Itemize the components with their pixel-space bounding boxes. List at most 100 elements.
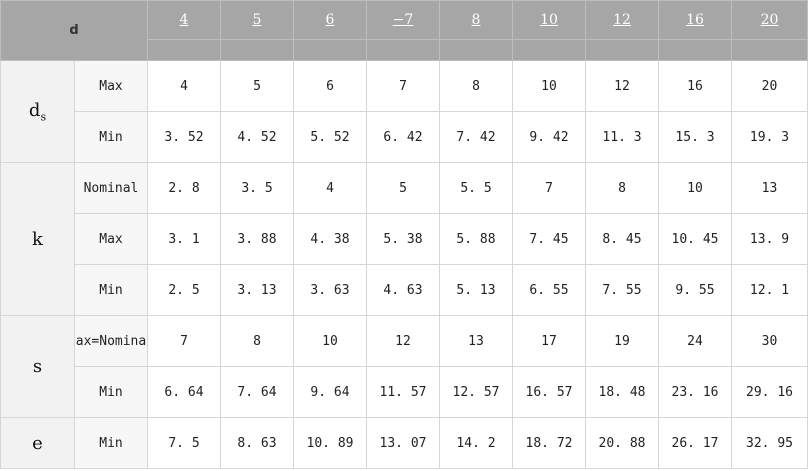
- row-label-max-nominal: ax=Nomina: [74, 315, 148, 367]
- row-label-nominal: Nominal: [74, 162, 148, 214]
- row-label-min: Min: [74, 417, 148, 469]
- header-blank-cell: [220, 39, 294, 61]
- value-cell: 6. 64: [147, 366, 221, 418]
- header-blank-cell: [731, 39, 808, 61]
- value-cell: 10: [512, 60, 586, 112]
- value-cell: 9. 64: [293, 366, 367, 418]
- value-cell: 19: [585, 315, 659, 367]
- header-size: 6: [293, 0, 367, 40]
- value-cell: 7: [147, 315, 221, 367]
- value-cell: 23. 16: [658, 366, 732, 418]
- table-row-k-min: Min 2. 5 3. 13 3. 63 4. 63 5. 13 6. 55 7…: [1, 264, 808, 316]
- value-cell: 7. 5: [147, 417, 221, 469]
- value-cell: 12. 57: [439, 366, 513, 418]
- value-cell: 3. 63: [293, 264, 367, 316]
- header-size: 4: [147, 0, 221, 40]
- value-cell: 6. 55: [512, 264, 586, 316]
- value-cell: 8: [220, 315, 294, 367]
- value-cell: 3. 5: [220, 162, 294, 214]
- value-cell: 4. 38: [293, 213, 367, 265]
- table-row-ds-max: ds Max 4 5 6 7 8 10 12 16 20: [0, 60, 808, 163]
- value-cell: 13: [439, 315, 513, 367]
- value-cell: 26. 17: [658, 417, 732, 469]
- value-cell: 2. 8: [147, 162, 221, 214]
- header-size: 20: [731, 0, 808, 40]
- row-label-min: Min: [74, 111, 148, 163]
- value-cell: 9. 55: [658, 264, 732, 316]
- row-label-max: Max: [74, 213, 148, 265]
- header-blank-cell: [366, 39, 440, 61]
- header-corner-d: d: [0, 0, 148, 61]
- value-cell: 4: [293, 162, 367, 214]
- table-row-ds-min: Min 3. 52 4. 52 5. 52 6. 42 7. 42 9. 42 …: [1, 111, 808, 163]
- header-size: 12: [585, 0, 659, 40]
- value-cell: 6: [293, 60, 367, 112]
- value-cell: 4. 63: [366, 264, 440, 316]
- header-blank-cell: [585, 39, 659, 61]
- table-row-k-max: Max 3. 1 3. 88 4. 38 5. 38 5. 88 7. 45 8…: [1, 213, 808, 265]
- header-size: 5: [220, 0, 294, 40]
- value-cell: 7: [512, 162, 586, 214]
- value-cell: 13. 07: [366, 417, 440, 469]
- row-label-min: Min: [74, 264, 148, 316]
- value-cell: 9. 42: [512, 111, 586, 163]
- value-cell: 10: [658, 162, 732, 214]
- row-label-max: Max: [74, 60, 148, 112]
- table-row-s-maxnom: s ax=Nomina 7 8 10 12 13 17 19 24 30: [0, 315, 808, 418]
- value-cell: 18. 72: [512, 417, 586, 469]
- header-size: 16: [658, 0, 732, 40]
- value-cell: 19. 3: [731, 111, 808, 163]
- value-cell: 3. 1: [147, 213, 221, 265]
- value-cell: 5. 13: [439, 264, 513, 316]
- value-cell: 3. 52: [147, 111, 221, 163]
- param-k-label: k: [0, 162, 75, 316]
- header-size: 10: [512, 0, 586, 40]
- param-ds-main: d: [28, 99, 41, 121]
- value-cell: 7: [366, 60, 440, 112]
- value-cell: 6. 42: [366, 111, 440, 163]
- value-cell: 18. 48: [585, 366, 659, 418]
- header-blank-cell: [439, 39, 513, 61]
- value-cell: 16. 57: [512, 366, 586, 418]
- value-cell: 8: [585, 162, 659, 214]
- value-cell: 3. 88: [220, 213, 294, 265]
- value-cell: 7. 42: [439, 111, 513, 163]
- value-cell: 5: [366, 162, 440, 214]
- value-cell: 29. 16: [731, 366, 808, 418]
- header-blank-cell: [147, 39, 221, 61]
- value-cell: 20. 88: [585, 417, 659, 469]
- value-cell: 5. 88: [439, 213, 513, 265]
- value-cell: 13. 9: [731, 213, 808, 265]
- param-e-label: e: [0, 417, 75, 469]
- param-ds-label: ds: [0, 60, 75, 163]
- header-subrow: [1, 39, 808, 61]
- value-cell: 30: [731, 315, 808, 367]
- value-cell: 32. 95: [731, 417, 808, 469]
- row-label-min: Min: [74, 366, 148, 418]
- param-ds-subscript: s: [40, 110, 47, 124]
- value-cell: 7. 45: [512, 213, 586, 265]
- value-cell: 24: [658, 315, 732, 367]
- value-cell: 5: [220, 60, 294, 112]
- value-cell: 10: [293, 315, 367, 367]
- value-cell: 5. 5: [439, 162, 513, 214]
- value-cell: 7. 64: [220, 366, 294, 418]
- value-cell: 20: [731, 60, 808, 112]
- header-size: −7: [366, 0, 440, 40]
- header-blank-cell: [658, 39, 732, 61]
- header-blank-cell: [512, 39, 586, 61]
- value-cell: 13: [731, 162, 808, 214]
- value-cell: 11. 57: [366, 366, 440, 418]
- header-row: d 4 5 6 −7 8 10 12 16 20: [0, 0, 808, 61]
- table-row-e-min: e Min 7. 5 8. 63 10. 89 13. 07 14. 2 18.…: [0, 417, 808, 469]
- value-cell: 8: [439, 60, 513, 112]
- value-cell: 10. 89: [293, 417, 367, 469]
- value-cell: 11. 3: [585, 111, 659, 163]
- value-cell: 12: [366, 315, 440, 367]
- value-cell: 17: [512, 315, 586, 367]
- value-cell: 15. 3: [658, 111, 732, 163]
- value-cell: 2. 5: [147, 264, 221, 316]
- value-cell: 10. 45: [658, 213, 732, 265]
- value-cell: 14. 2: [439, 417, 513, 469]
